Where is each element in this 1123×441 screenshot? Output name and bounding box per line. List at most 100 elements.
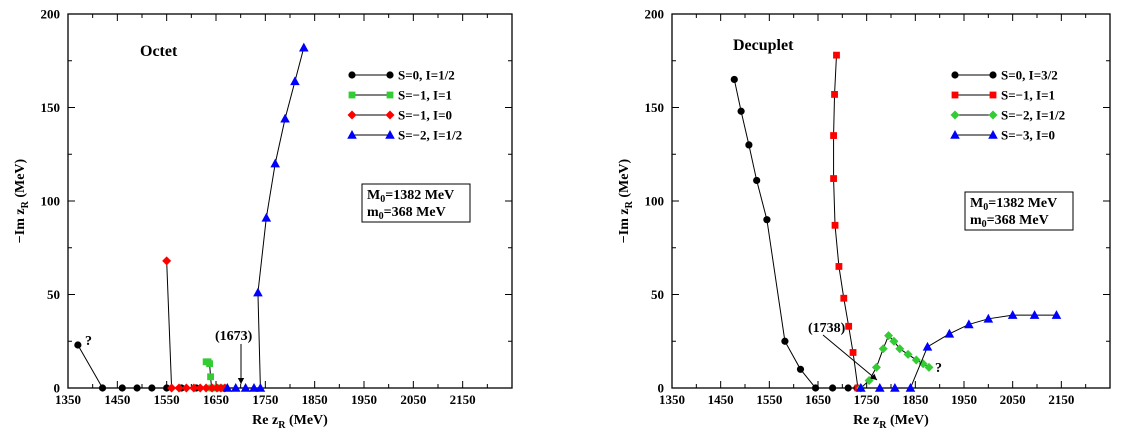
y-tick-label: 150 (645, 100, 665, 115)
x-tick-label: 1950 (951, 392, 977, 407)
x-tick-label: 1350 (55, 392, 81, 407)
data-point (280, 113, 290, 123)
data-point (763, 216, 771, 224)
data-point (924, 362, 934, 372)
data-point (922, 341, 933, 351)
data-point (299, 42, 309, 52)
data-point (918, 359, 928, 369)
data-point (181, 383, 191, 393)
x-tick-label: 1450 (708, 392, 734, 407)
legend-label: S=0, I=3/2 (1001, 68, 1058, 83)
data-point (889, 336, 899, 346)
x-tick-label: 1650 (203, 392, 229, 407)
x-tick-label: 1750 (252, 392, 278, 407)
legend-marker (348, 91, 356, 99)
data-point (255, 383, 266, 392)
x-tick-label: 1450 (104, 392, 130, 407)
data-point (831, 221, 839, 229)
data-point (983, 313, 994, 323)
x-tick-label: 1650 (805, 392, 831, 407)
data-point (811, 384, 820, 392)
y-tick-label: 50 (47, 287, 60, 302)
legend-marker (348, 71, 356, 79)
x-axis-label-unit: (MeV) (886, 413, 929, 428)
legend-marker (950, 110, 960, 120)
data-point (835, 263, 843, 270)
info-box-line-2: m0=368 MeV (970, 213, 1049, 230)
annotation: (1673) (215, 329, 253, 344)
series-3 (856, 310, 1062, 392)
data-point (730, 75, 738, 84)
annotation-arrow (822, 334, 878, 381)
legend-marker (951, 91, 959, 99)
legend-entry: S=−3, I=0 (950, 128, 1055, 143)
chart-title: Decuplet (733, 37, 794, 54)
x-tick-label: 1950 (351, 392, 377, 407)
data-point (856, 383, 866, 392)
data-point (829, 384, 837, 392)
series-3 (222, 42, 309, 392)
x-axis-label-main: Re z (252, 413, 278, 428)
legend-label: S=−1, I=0 (398, 108, 452, 123)
data-point (840, 294, 848, 302)
y-tick-label: 200 (41, 7, 61, 22)
x-axis-label-main: Re z (853, 413, 879, 428)
y-tick-label: 100 (645, 194, 665, 209)
data-point (831, 91, 838, 98)
legend-entry: S=−2, I=1/2 (347, 128, 462, 143)
legend-label: S=−1, I=1 (1001, 88, 1055, 103)
y-axis-label-sub: R (624, 200, 635, 208)
series-line (860, 314, 1057, 389)
data-point (911, 355, 921, 365)
data-point (878, 344, 888, 354)
data-point (833, 51, 840, 59)
legend-marker (347, 130, 357, 139)
data-point (201, 383, 211, 393)
data-point (290, 76, 300, 86)
legend-marker (385, 130, 395, 139)
data-point (849, 349, 857, 356)
series-line (166, 260, 225, 389)
data-point (189, 383, 199, 393)
info-box-line-1: M0=1382 MeV (367, 188, 454, 205)
data-point (195, 383, 205, 393)
data-point (174, 383, 184, 393)
data-point (222, 383, 233, 392)
y-tick-label: 0 (658, 381, 665, 396)
legend-entry: S=0, I=3/2 (951, 68, 1058, 83)
info-box-value: =1382 MeV (988, 196, 1057, 211)
legend-marker (989, 71, 997, 79)
data-point (796, 365, 805, 373)
data-point (148, 384, 156, 392)
data-point (830, 132, 837, 139)
y-tick-label: 0 (54, 381, 61, 396)
info-box-value: =1382 MeV (385, 188, 454, 203)
data-point (845, 322, 853, 330)
info-box-symbol: M (367, 188, 380, 203)
data-point (753, 176, 761, 185)
data-point (207, 383, 217, 393)
x-tick-label: 2050 (1000, 392, 1026, 407)
legend-entry: S=−1, I=1 (951, 88, 1055, 103)
series-0 (74, 341, 229, 392)
legend-marker (386, 71, 394, 79)
data-point (844, 384, 852, 392)
legend-entry: S=−1, I=1 (348, 88, 452, 103)
info-box-value: =368 MeV (987, 213, 1049, 228)
info-box-subscript: 0 (379, 211, 384, 222)
x-axis-label: Re zR (MeV) (252, 413, 328, 431)
data-point (162, 256, 172, 266)
series-1 (830, 51, 862, 392)
legend-label: S=−2, I=1/2 (398, 128, 462, 143)
chart-title: Octet (140, 43, 178, 60)
info-box-line-2: m0=368 MeV (367, 205, 446, 222)
data-point (253, 287, 263, 297)
legend-label: S=−2, I=1/2 (1001, 108, 1065, 123)
series-2 (162, 256, 230, 393)
data-point (98, 384, 107, 392)
info-box-line-1: M0=1382 MeV (970, 196, 1057, 213)
data-point (240, 383, 251, 392)
info-box-symbol: M (970, 196, 983, 211)
octet-panel: 1350 1450 1550 1650 1750 1850 1950 2050 2150 0 50 1… (13, 7, 513, 431)
